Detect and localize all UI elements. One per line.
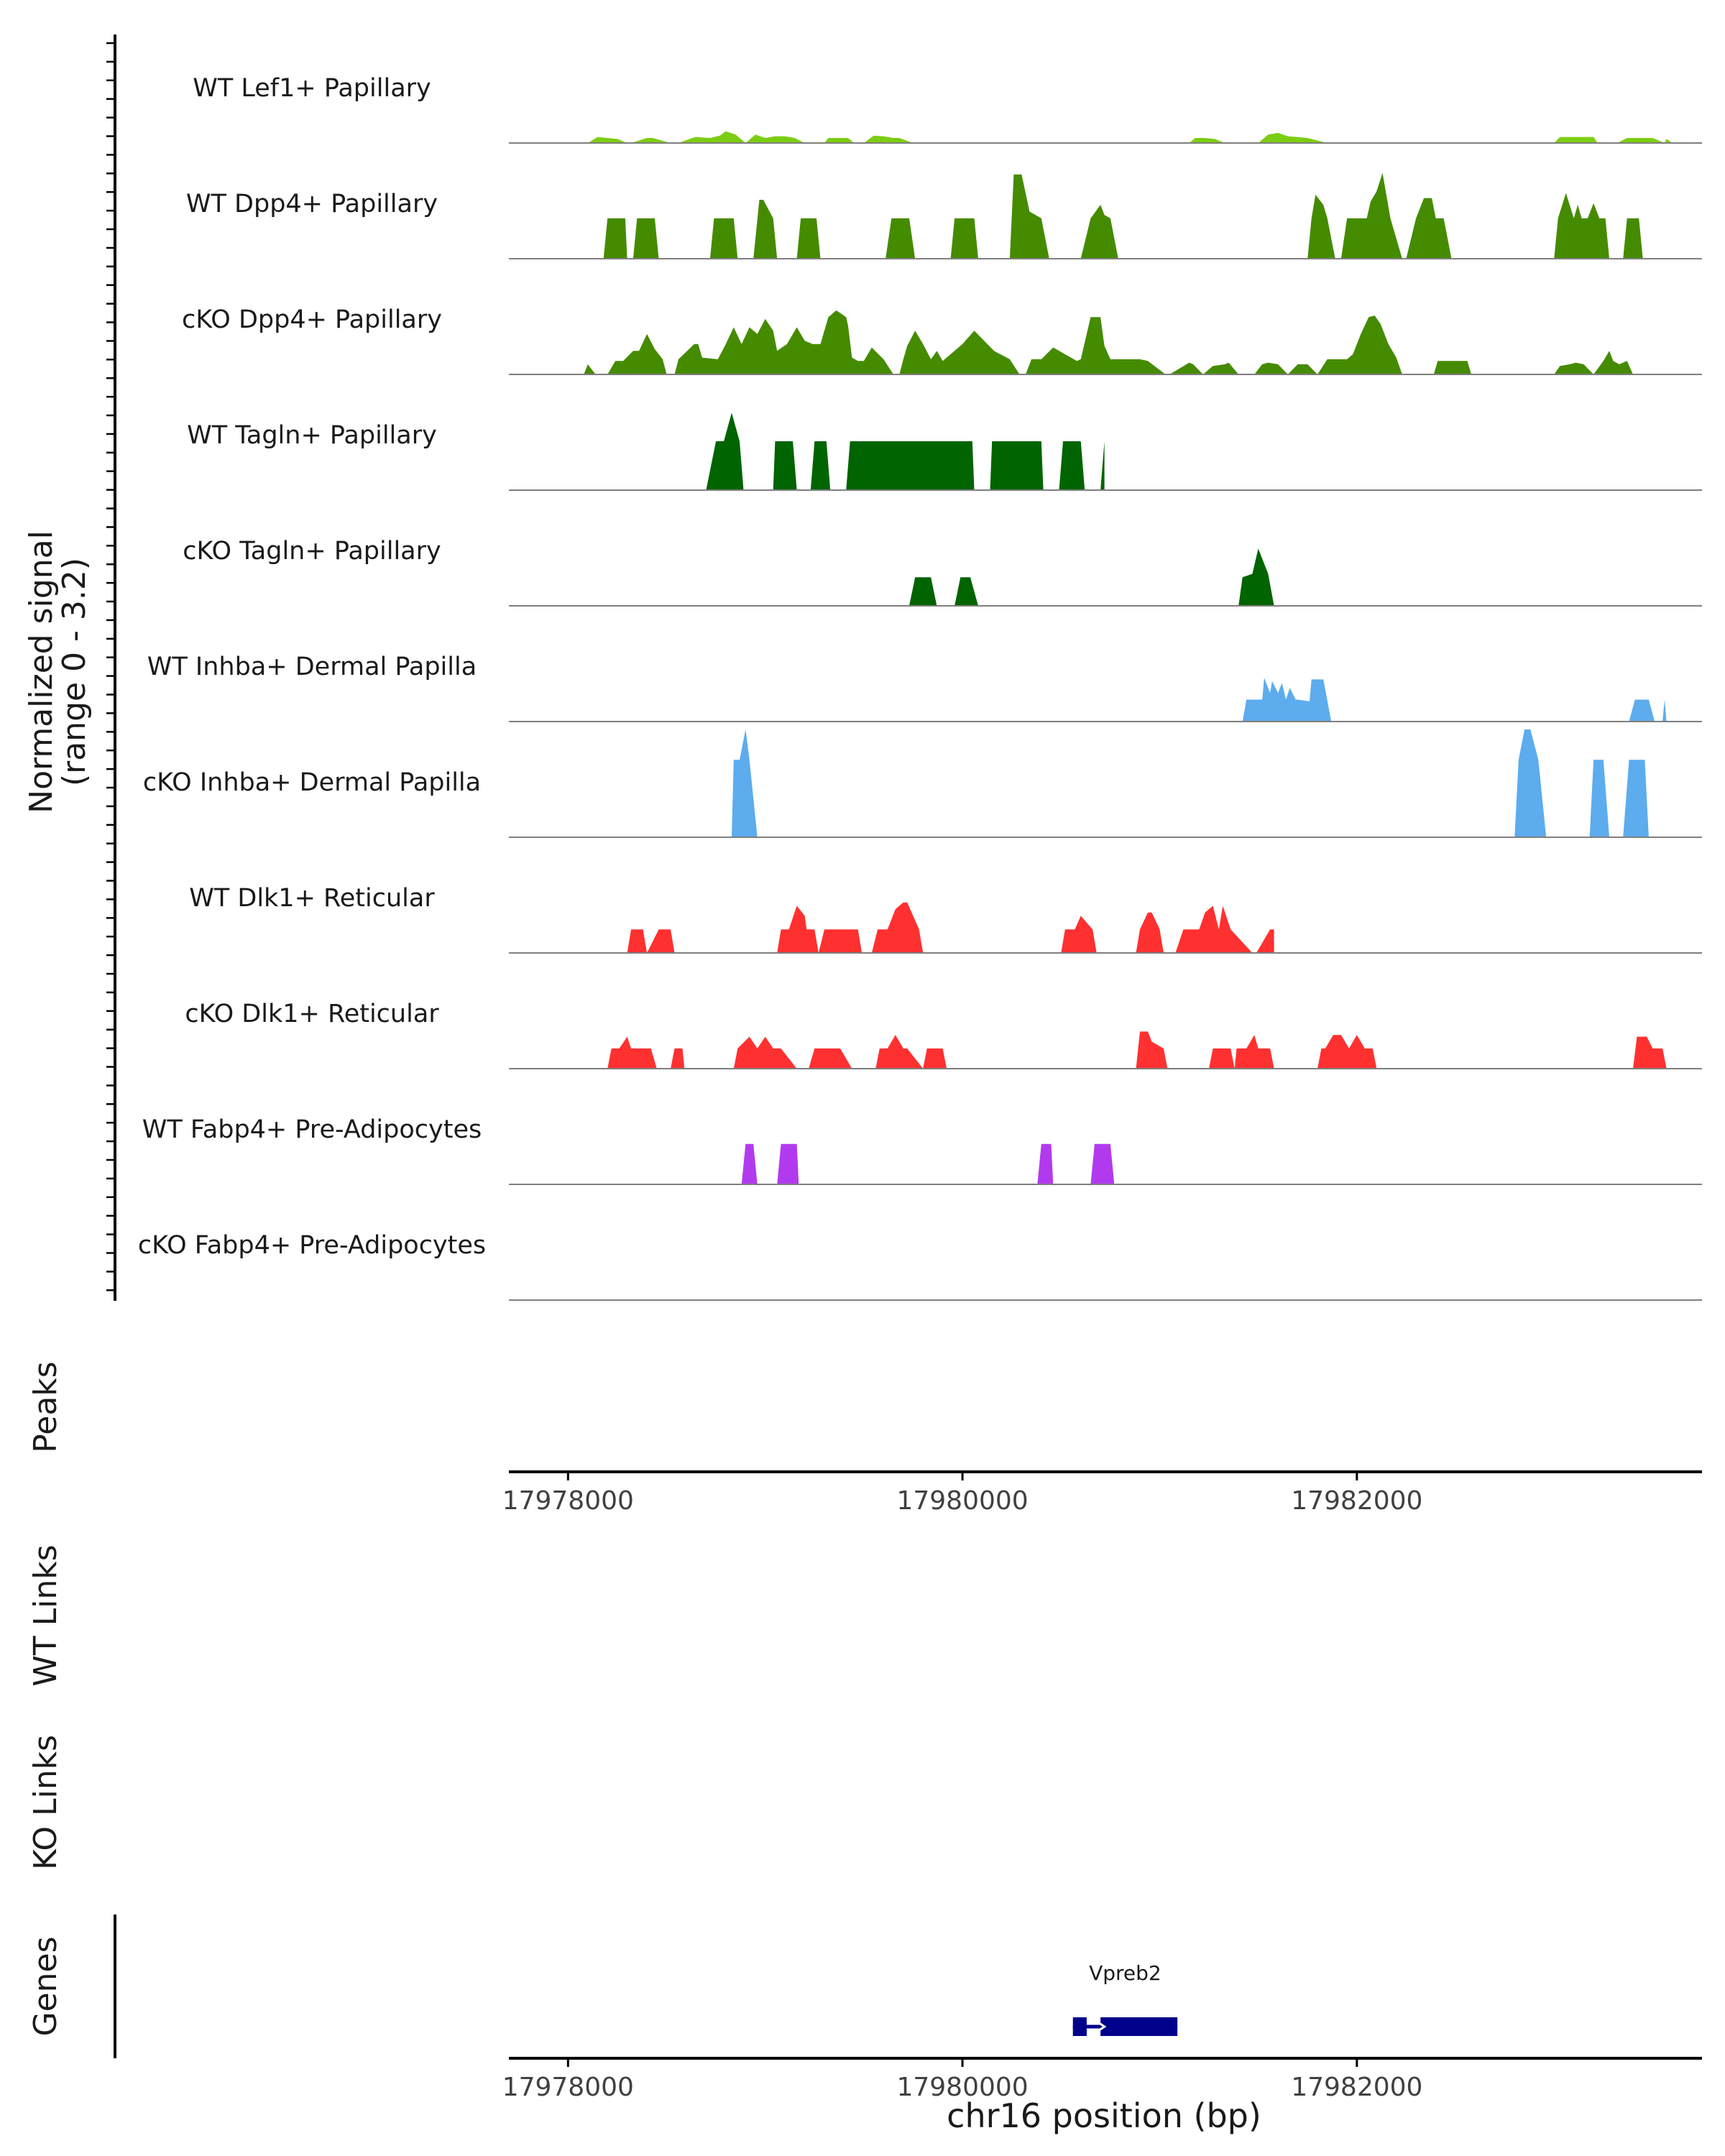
- coverage-tracks: WT Lef1+ Papillary WT Dpp4+ Papillary cKO …: [138, 74, 1702, 1301]
- track-area: [607, 1031, 1667, 1069]
- track-6: cKO Inhba+ Dermal Papilla: [143, 729, 1702, 838]
- x-tick-label: 17978000: [502, 1486, 634, 1516]
- x-tick-label: 17982000: [1291, 1486, 1422, 1516]
- track-area: [584, 310, 1633, 374]
- track-9: WT Fabp4+ Pre-Adipocytes: [142, 1115, 1702, 1185]
- track-2: cKO Dpp4+ Papillary: [182, 305, 1702, 375]
- gene-Vpreb2: Vpreb2: [1072, 1961, 1178, 2036]
- track-label: WT Tagln+ Papillary: [187, 421, 437, 450]
- track-1: WT Dpp4+ Papillary: [186, 172, 1702, 259]
- coverage-y-axis: [106, 34, 116, 1301]
- gene-exon: [1072, 2017, 1087, 2036]
- x-axis-title: chr16 position (bp): [947, 2096, 1261, 2135]
- gene-exon: [1100, 2017, 1178, 2036]
- track-5: WT Inhba+ Dermal Papilla: [147, 653, 1702, 722]
- track-area: [1242, 678, 1667, 722]
- track-area: [627, 902, 1274, 953]
- track-area: [732, 729, 1649, 837]
- track-label: WT Dlk1+ Reticular: [189, 884, 435, 913]
- x-tick-label: 17980000: [896, 1486, 1028, 1516]
- gene-label: Vpreb2: [1089, 1961, 1162, 1985]
- track-label: WT Inhba+ Dermal Papilla: [147, 653, 477, 681]
- wt-links-label: WT Links: [27, 1544, 64, 1686]
- x-axis-bottom: 17978000 17980000 17982000: [502, 2057, 1702, 2102]
- track-area: [603, 172, 1643, 259]
- track-0: WT Lef1+ Papillary: [193, 74, 1702, 144]
- ko-links-label: KO Links: [27, 1735, 64, 1870]
- track-7: WT Dlk1+ Reticular: [189, 884, 1702, 954]
- track-label: WT Lef1+ Papillary: [193, 74, 431, 103]
- track-label: WT Dpp4+ Papillary: [186, 190, 438, 218]
- coverage-ylabel-range: (range 0 - 3.2): [56, 558, 93, 786]
- track-label: WT Fabp4+ Pre-Adipocytes: [142, 1115, 482, 1144]
- genes-label: Genes: [27, 1936, 64, 2036]
- track-area: [741, 1143, 1115, 1184]
- track-area: [706, 413, 1105, 490]
- track-3: WT Tagln+ Papillary: [187, 413, 1702, 491]
- x-tick-label: 17978000: [502, 2073, 634, 2102]
- track-label: cKO Tagln+ Papillary: [183, 537, 441, 566]
- gene-strand-arrow: [1095, 2019, 1107, 2034]
- track-area: [909, 548, 1274, 606]
- peaks-label: Peaks: [27, 1361, 64, 1452]
- x-tick-label: 17982000: [1291, 2073, 1422, 2102]
- gene-track: Vpreb2: [1072, 1961, 1178, 2036]
- x-axis-top: 17978000 17980000 17982000: [502, 1470, 1702, 1516]
- track-8: cKO Dlk1+ Reticular: [185, 1000, 1702, 1069]
- x-tick-label: 17980000: [896, 2073, 1028, 2102]
- coverage-ylabel: Normalized signal: [23, 530, 60, 814]
- track-label: cKO Inhba+ Dermal Papilla: [143, 768, 481, 797]
- track-label: cKO Dlk1+ Reticular: [185, 1000, 439, 1028]
- track-area: [587, 131, 1673, 143]
- track-label: cKO Fabp4+ Pre-Adipocytes: [138, 1231, 486, 1260]
- track-10: cKO Fabp4+ Pre-Adipocytes: [138, 1231, 1702, 1301]
- track-4: cKO Tagln+ Papillary: [183, 537, 1702, 607]
- track-label: cKO Dpp4+ Papillary: [182, 305, 442, 334]
